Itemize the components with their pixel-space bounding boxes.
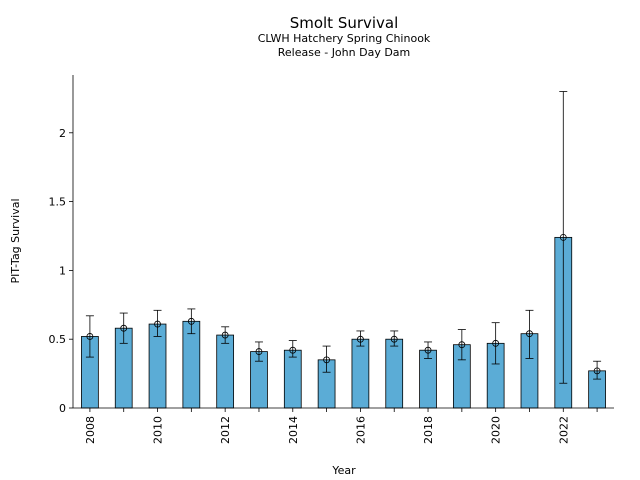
error-bar-2012 xyxy=(221,326,230,344)
error-bar-2018 xyxy=(424,341,433,359)
chart-subtitle-line-1: CLWH Hatchery Spring Chinook xyxy=(258,32,431,45)
y-tick-label: 0 xyxy=(59,402,66,415)
x-axis: 2008 2010 2012 2014 2016 2018 2020 2022 xyxy=(73,407,614,444)
y-tick-label: 0.5 xyxy=(49,333,67,346)
point-marker-2008 xyxy=(86,333,94,340)
point-marker-2023 xyxy=(593,367,601,375)
error-bar-2010 xyxy=(153,309,162,337)
bar-2016 xyxy=(351,338,370,409)
error-bar-2008 xyxy=(85,315,94,358)
point-marker-2018 xyxy=(424,346,432,354)
bar-2012 xyxy=(216,334,235,409)
x-tick-label: 2008 xyxy=(84,416,97,444)
point-marker-2013 xyxy=(255,348,263,355)
y-tick-label: 2 xyxy=(59,127,66,140)
error-bar-2015 xyxy=(322,345,331,373)
x-tick-label: 2014 xyxy=(287,416,300,444)
point-marker-2009 xyxy=(120,324,128,332)
x-tick-label: 2012 xyxy=(219,416,232,444)
x-tick-label: 2010 xyxy=(152,416,165,444)
x-tick-label: 2018 xyxy=(422,416,435,444)
y-tick-label: 1.5 xyxy=(49,196,67,209)
point-marker-2017 xyxy=(390,335,398,343)
chart-title: Smolt Survival xyxy=(290,14,399,32)
error-bar-2011 xyxy=(187,308,196,335)
bar-2018 xyxy=(419,349,437,409)
error-bar-2022 xyxy=(559,91,568,384)
point-marker-2016 xyxy=(357,335,364,343)
error-bar-2019 xyxy=(457,329,466,361)
point-marker-2011 xyxy=(187,317,195,325)
error-bar-2014 xyxy=(288,340,297,358)
bar-2014 xyxy=(283,349,302,409)
point-marker-2010 xyxy=(154,320,161,328)
x-tick-label: 2020 xyxy=(490,416,503,444)
point-marker-2019 xyxy=(458,341,466,349)
error-bar-series xyxy=(85,91,602,384)
point-marker-2015 xyxy=(323,356,330,364)
error-bar-2020 xyxy=(491,322,500,365)
bar-series xyxy=(81,236,606,409)
bar-2011 xyxy=(182,320,201,409)
point-marker-2020 xyxy=(492,339,500,347)
point-marker-2012 xyxy=(221,331,229,339)
error-bar-2017 xyxy=(390,330,399,347)
x-axis-label: Year xyxy=(331,464,356,477)
y-tick-label: 1 xyxy=(59,264,66,277)
y-axis-label: PIT-Tag Survival xyxy=(9,198,22,283)
point-marker-series xyxy=(86,233,601,375)
bar-2017 xyxy=(385,338,404,409)
error-bar-2023 xyxy=(593,360,602,380)
error-bar-2009 xyxy=(119,312,128,344)
x-tick-label: 2022 xyxy=(557,416,570,444)
point-marker-2014 xyxy=(289,346,297,354)
error-bar-2013 xyxy=(254,341,263,362)
point-marker-2021 xyxy=(526,330,533,338)
error-bar-2016 xyxy=(356,330,365,347)
y-axis: 0 0.5 1 1.5 2 xyxy=(49,75,74,415)
error-bar-2021 xyxy=(525,309,534,359)
chart-subtitle-line-2: Release - John Day Dam xyxy=(278,46,411,59)
x-tick-label: 2016 xyxy=(354,416,367,444)
point-marker-2022 xyxy=(559,233,567,241)
